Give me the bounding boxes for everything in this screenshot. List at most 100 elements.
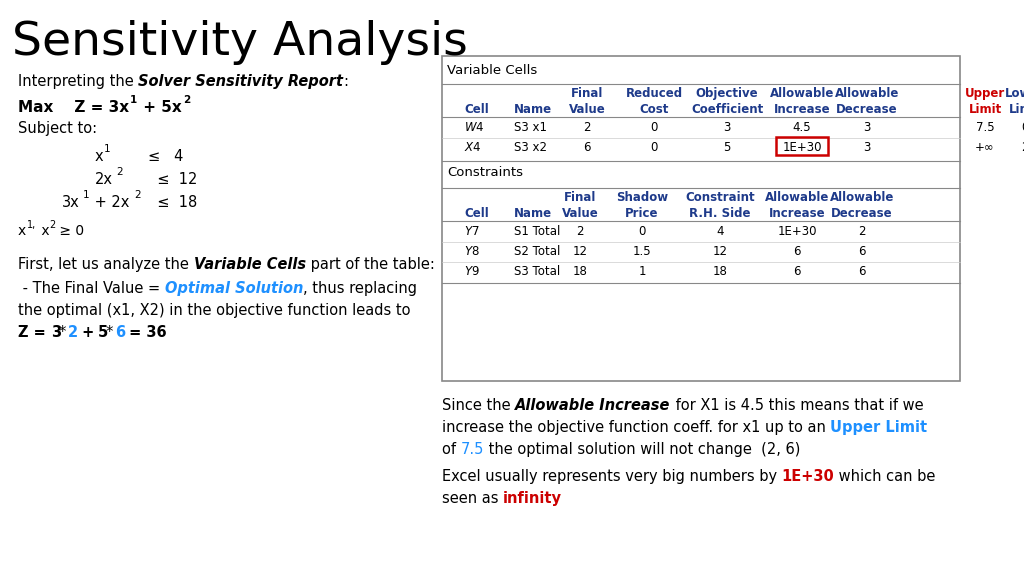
Text: Cell: Cell	[464, 207, 488, 220]
Text: 3: 3	[863, 141, 870, 154]
Text: Limit: Limit	[969, 103, 1001, 116]
Text: 6: 6	[794, 265, 801, 278]
Text: 12: 12	[572, 245, 588, 258]
Bar	[442, 56, 961, 381]
Text: for X1 is 4.5 this means that if we: for X1 is 4.5 this means that if we	[671, 398, 924, 413]
Text: Allowable Increase: Allowable Increase	[515, 398, 671, 413]
Text: ≤   4: ≤ 4	[148, 149, 183, 164]
Text: 1E+30: 1E+30	[781, 469, 835, 484]
Text: + 2x: + 2x	[90, 195, 129, 210]
Text: S3 x1: S3 x1	[514, 121, 547, 134]
Text: Reduced: Reduced	[626, 87, 683, 100]
Text: infinity: infinity	[503, 491, 562, 506]
Text: 2: 2	[858, 225, 865, 238]
Text: 6: 6	[115, 325, 125, 340]
Text: 3x: 3x	[62, 195, 80, 210]
Text: 2: 2	[1021, 141, 1024, 154]
Text: 5: 5	[723, 141, 731, 154]
Text: 3: 3	[51, 325, 61, 340]
Text: 1: 1	[104, 144, 111, 154]
Text: *: *	[106, 325, 114, 340]
Text: Shadow: Shadow	[616, 191, 668, 204]
Text: Optimal Solution: Optimal Solution	[165, 281, 303, 296]
Text: Objective: Objective	[695, 87, 759, 100]
Text: x: x	[95, 149, 103, 164]
Text: 2: 2	[577, 225, 584, 238]
Text: Z =: Z =	[18, 325, 51, 340]
Text: , thus replacing: , thus replacing	[303, 281, 417, 296]
Text: Increase: Increase	[769, 207, 825, 220]
Text: 6: 6	[794, 245, 801, 258]
Text: 6: 6	[858, 245, 865, 258]
Text: Upper: Upper	[965, 87, 1006, 100]
Text: 2x: 2x	[95, 172, 113, 187]
Text: :: :	[343, 74, 348, 89]
Text: 1: 1	[130, 95, 137, 105]
Text: ≤  18: ≤ 18	[148, 195, 198, 210]
Text: 1: 1	[638, 265, 646, 278]
Text: Cell: Cell	[464, 103, 488, 116]
Text: $W$4: $W$4	[464, 121, 484, 134]
Text: 2: 2	[49, 220, 55, 230]
Text: Solver Sensitivity Report: Solver Sensitivity Report	[138, 74, 343, 89]
Text: 3: 3	[863, 121, 870, 134]
Text: the optimal solution will not change  (2, 6): the optimal solution will not change (2,…	[484, 442, 801, 457]
Text: S1 Total: S1 Total	[514, 225, 560, 238]
Text: Value: Value	[561, 207, 598, 220]
Text: S3 x2: S3 x2	[514, 141, 547, 154]
Text: Allowable: Allowable	[765, 191, 829, 204]
Text: Constraints: Constraints	[447, 166, 523, 179]
Text: 18: 18	[572, 265, 588, 278]
Text: 2: 2	[116, 167, 123, 177]
Text: + 5x: + 5x	[138, 100, 181, 115]
Text: Allowable: Allowable	[835, 87, 899, 100]
Text: 7.5: 7.5	[461, 442, 484, 457]
Text: Interpreting the: Interpreting the	[18, 74, 138, 89]
Text: = 36: = 36	[124, 325, 167, 340]
Text: x: x	[18, 224, 27, 238]
Text: Variable Cells: Variable Cells	[194, 257, 305, 272]
Text: ≥ 0: ≥ 0	[55, 224, 84, 238]
Text: Sensitivity Analysis: Sensitivity Analysis	[12, 20, 468, 65]
Text: Decrease: Decrease	[837, 103, 898, 116]
Text: 4.5: 4.5	[793, 121, 811, 134]
Text: +: +	[77, 325, 99, 340]
Text: 1E+30: 1E+30	[782, 141, 821, 154]
Text: 2: 2	[584, 121, 591, 134]
Text: 0: 0	[1021, 121, 1024, 134]
Text: *: *	[59, 325, 67, 340]
Text: Excel usually represents very big numbers by: Excel usually represents very big number…	[442, 469, 781, 484]
Text: 4: 4	[716, 225, 724, 238]
Text: Cost: Cost	[639, 103, 669, 116]
Bar	[776, 137, 828, 155]
Text: 0: 0	[638, 225, 646, 238]
Text: Name: Name	[514, 207, 552, 220]
Text: Name: Name	[514, 103, 552, 116]
Text: Price: Price	[626, 207, 658, 220]
Text: Limit: Limit	[1009, 103, 1024, 116]
Text: +∞: +∞	[975, 141, 994, 154]
Text: Allowable: Allowable	[770, 87, 835, 100]
Text: $Y$8: $Y$8	[464, 245, 480, 258]
Text: x: x	[37, 224, 49, 238]
Text: increase the objective function coeff. for x1 up to an: increase the objective function coeff. f…	[442, 420, 830, 435]
Text: 5: 5	[98, 325, 109, 340]
Text: R.H. Side: R.H. Side	[689, 207, 751, 220]
Text: Constraint: Constraint	[685, 191, 755, 204]
Text: 1: 1	[83, 190, 90, 200]
Text: 7.5: 7.5	[976, 121, 994, 134]
Text: 6: 6	[584, 141, 591, 154]
Text: ≤  12: ≤ 12	[148, 172, 198, 187]
Text: Increase: Increase	[774, 103, 830, 116]
Text: 1.5: 1.5	[633, 245, 651, 258]
Text: 6: 6	[858, 265, 865, 278]
Text: S2 Total: S2 Total	[514, 245, 560, 258]
Text: $X$4: $X$4	[464, 141, 481, 154]
Text: Variable Cells: Variable Cells	[447, 64, 538, 77]
Text: 2: 2	[134, 190, 140, 200]
Text: Max    Z = 3x: Max Z = 3x	[18, 100, 129, 115]
Text: - The Final Value =: - The Final Value =	[18, 281, 165, 296]
Text: Allowable: Allowable	[829, 191, 894, 204]
Text: $Y$9: $Y$9	[464, 265, 480, 278]
Text: Lower: Lower	[1005, 87, 1024, 100]
